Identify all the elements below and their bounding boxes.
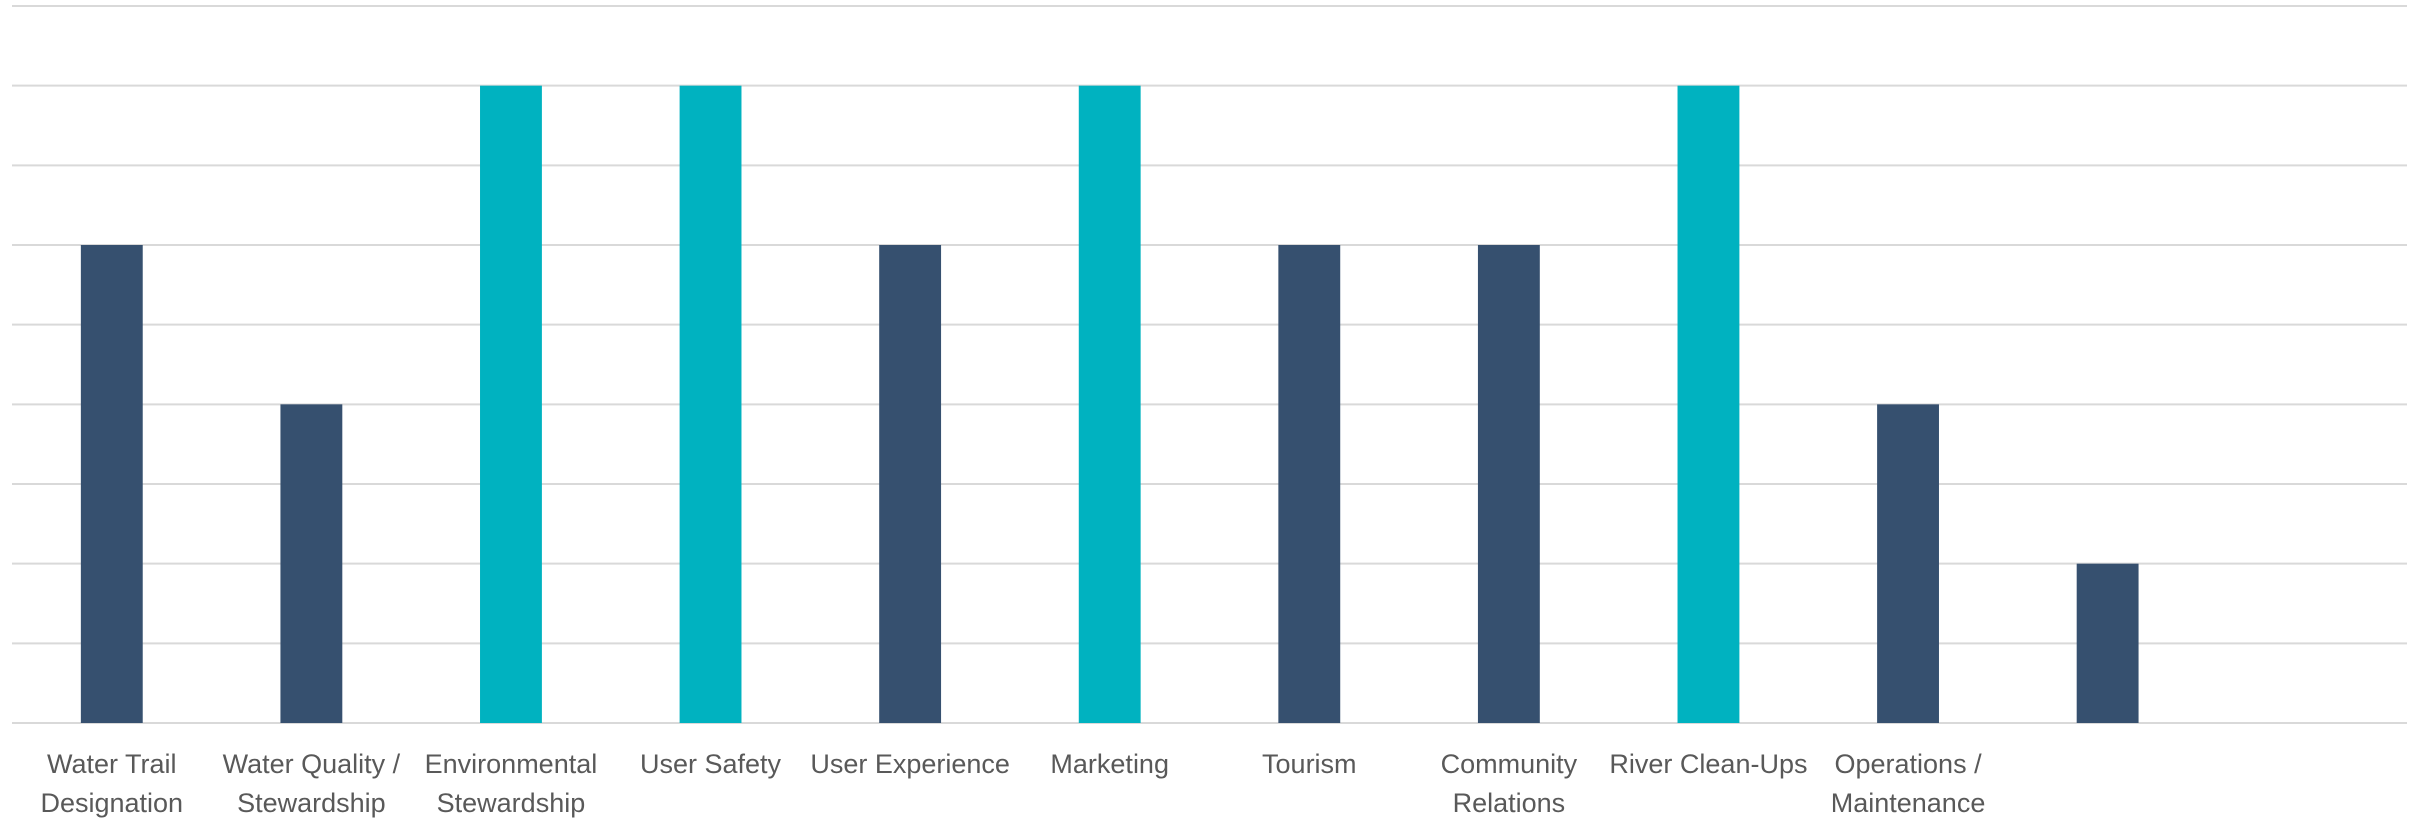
x-tick-label: Community Relations bbox=[1440, 749, 1578, 818]
bar bbox=[879, 245, 942, 723]
bar bbox=[80, 245, 143, 723]
x-tick-label: User Safety bbox=[640, 749, 782, 779]
bar bbox=[1078, 85, 1141, 723]
x-tick-label: Water Trail Designation bbox=[40, 749, 184, 818]
bar bbox=[679, 85, 742, 723]
x-tick-label: User Experience bbox=[810, 749, 1010, 779]
x-tick-label: Tourism bbox=[1262, 749, 1357, 779]
bar bbox=[280, 404, 343, 723]
x-tick-label: Operations / Maintenance bbox=[1830, 749, 1986, 818]
x-tick-label: Water Quality / Stewardship bbox=[222, 749, 401, 818]
bar bbox=[1278, 245, 1341, 723]
bar bbox=[1677, 85, 1740, 723]
x-tick-label: River Clean-Ups bbox=[1609, 749, 1808, 779]
bar bbox=[480, 85, 542, 723]
x-tick-label: Marketing bbox=[1050, 749, 1169, 779]
bar bbox=[1877, 404, 1939, 723]
bar bbox=[2076, 563, 2139, 723]
x-tick-label: Environmental Stewardship bbox=[424, 749, 598, 818]
bar bbox=[1477, 245, 1540, 723]
